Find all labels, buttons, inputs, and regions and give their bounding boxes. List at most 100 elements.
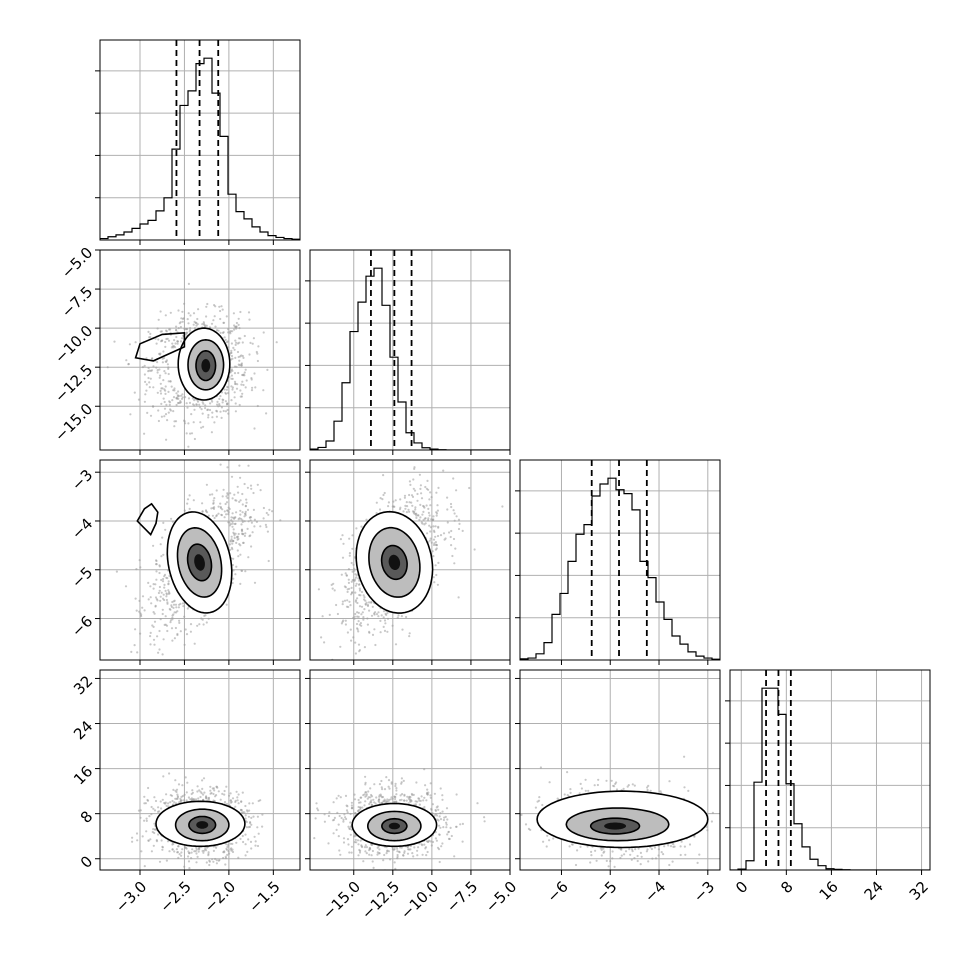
sample-point (249, 534, 252, 537)
sample-point (403, 496, 406, 499)
sample-point (166, 363, 169, 366)
sample-point (131, 840, 134, 843)
sample-point (435, 511, 438, 514)
sample-point (238, 327, 241, 330)
sample-point (416, 854, 419, 857)
sample-point (461, 822, 464, 826)
y-tick-label: −10.0 (51, 322, 96, 367)
sample-point (192, 421, 195, 424)
sample-point (426, 479, 429, 482)
sample-point (138, 559, 141, 562)
sample-point (185, 799, 188, 802)
sample-point (395, 789, 398, 792)
sample-point (350, 593, 353, 596)
sample-point (228, 507, 231, 511)
sample-point (473, 548, 476, 551)
sample-point (204, 407, 207, 410)
sample-point (331, 587, 334, 590)
sample-point (337, 823, 340, 826)
sample-point (328, 811, 331, 814)
sample-point (161, 387, 164, 390)
sample-point (380, 779, 383, 783)
sample-point (167, 367, 170, 370)
sample-point (411, 852, 414, 855)
sample-point (189, 798, 192, 801)
sample-point (383, 853, 386, 857)
sample-point (143, 609, 146, 612)
sample-point (433, 542, 436, 545)
sample-point (421, 513, 424, 516)
sample-point (391, 624, 394, 627)
sample-point (189, 630, 192, 633)
sample-point (358, 589, 362, 592)
sample-point (176, 795, 179, 798)
x-tick-label: 16 (816, 878, 842, 904)
sample-point (383, 798, 386, 801)
sample-point (234, 382, 237, 385)
sample-point (205, 315, 208, 318)
sample-point (232, 577, 235, 580)
sample-point (352, 616, 355, 620)
sample-point (374, 611, 377, 614)
sample-point (237, 555, 240, 558)
sample-point (215, 859, 218, 862)
sample-point (171, 399, 174, 402)
sample-point (580, 787, 584, 790)
sample-point (386, 798, 389, 801)
sample-point (163, 388, 166, 391)
sample-point (197, 850, 200, 853)
sample-point (441, 842, 444, 845)
sample-point (386, 617, 390, 620)
sample-point (377, 845, 380, 848)
sample-point (165, 595, 168, 598)
sample-point (373, 613, 376, 616)
sample-point (175, 403, 178, 407)
sample-point (419, 503, 422, 506)
sample-point (381, 788, 384, 791)
sample-point (380, 796, 384, 799)
x-tick-label: −3.0 (112, 878, 150, 916)
sample-point (170, 385, 173, 388)
sample-point (234, 805, 237, 808)
sample-point (432, 515, 435, 518)
sample-point (640, 855, 643, 858)
sample-point (603, 850, 606, 853)
sample-point (446, 833, 449, 836)
sample-point (382, 474, 385, 477)
sample-point (446, 521, 449, 524)
sample-point (401, 628, 404, 631)
sample-point (177, 390, 180, 393)
sample-point (152, 807, 155, 810)
sample-point (162, 638, 165, 641)
sample-point (155, 570, 158, 573)
sample-point (393, 795, 396, 798)
joint-panel-0-2 (99, 459, 301, 661)
sample-point (684, 853, 687, 856)
sample-point (236, 350, 240, 354)
sample-point (176, 851, 179, 854)
sample-point (262, 506, 265, 510)
sample-point (552, 837, 555, 840)
sample-point (213, 497, 216, 500)
sample-point (323, 641, 326, 644)
sample-point (172, 788, 175, 792)
sample-point (241, 520, 244, 524)
sample-point (345, 605, 349, 608)
sample-point (400, 782, 403, 785)
sample-point (368, 609, 371, 612)
sample-point (639, 863, 642, 866)
sample-point (165, 337, 168, 341)
sample-point (228, 852, 231, 855)
sample-point (219, 505, 222, 509)
sample-point (227, 328, 230, 331)
sample-point (184, 776, 187, 779)
sample-point (373, 783, 376, 786)
sample-point (335, 797, 338, 800)
sample-point (365, 846, 368, 849)
sample-point (566, 771, 569, 774)
sample-point (683, 755, 686, 758)
sample-point (353, 798, 357, 801)
sample-point (196, 317, 199, 321)
sample-point (178, 621, 181, 625)
sample-point (229, 371, 232, 374)
